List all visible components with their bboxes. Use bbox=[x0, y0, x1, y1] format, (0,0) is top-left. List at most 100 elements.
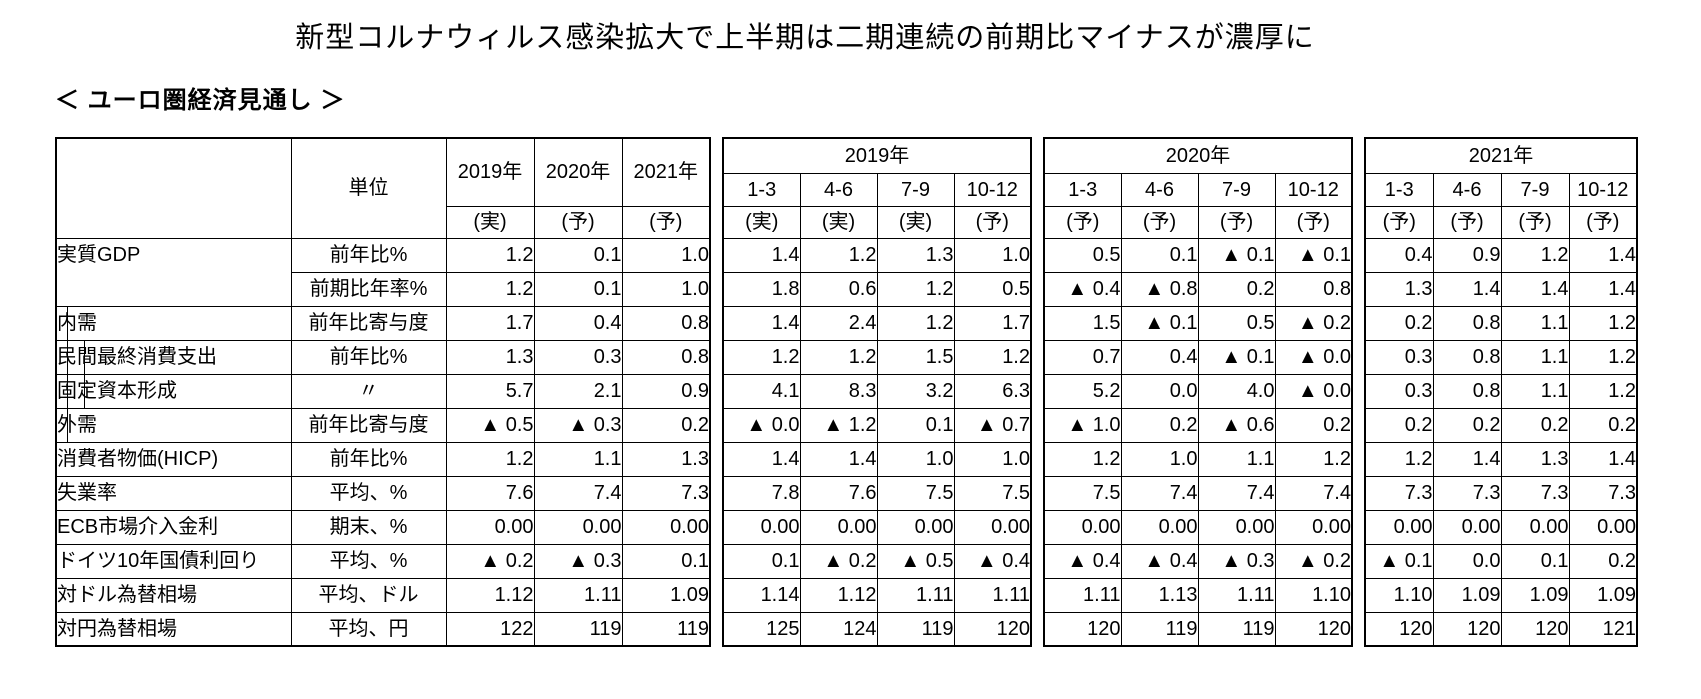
table-row: ▲ 0.1 0.0 0.1 0.2 bbox=[1364, 543, 1638, 579]
table-row: 0.3 0.8 1.1 1.2 bbox=[1364, 373, 1638, 409]
table-row: 前期比年率% 1.2 0.1 1.0 bbox=[56, 271, 711, 307]
table-row: 1.5 ▲ 0.1 0.5 ▲ 0.2 bbox=[1043, 305, 1353, 341]
quarter-header-cell: 10-12 bbox=[953, 172, 1032, 207]
value-cell: 0.0 bbox=[1432, 543, 1502, 579]
value-cell: 0.00 bbox=[876, 509, 955, 545]
value-cell: ▲ 0.8 bbox=[1120, 271, 1199, 307]
value-cell: 1.2 bbox=[876, 271, 955, 307]
table-row: ▲ 1.0 0.2 ▲ 0.6 0.2 bbox=[1043, 407, 1353, 443]
value-cell: 1.12 bbox=[445, 577, 535, 613]
value-cell: 1.1 bbox=[1500, 305, 1570, 341]
value-cell: ▲ 0.5 bbox=[445, 407, 535, 443]
header-row: 2019年 bbox=[722, 137, 1032, 174]
quarter-header-cell: 1-3 bbox=[1043, 172, 1122, 207]
mark-header-cell: (予) bbox=[1432, 205, 1502, 239]
unit-cell: 前期比年率% bbox=[290, 271, 447, 307]
value-cell: 120 bbox=[1432, 611, 1502, 647]
value-cell: 1.3 bbox=[876, 237, 955, 273]
value-cell: 1.0 bbox=[621, 271, 711, 307]
value-cell: 119 bbox=[621, 611, 711, 647]
value-cell: 7.5 bbox=[876, 475, 955, 511]
mark-header-cell: (予) bbox=[1364, 205, 1434, 239]
value-cell: 0.00 bbox=[621, 509, 711, 545]
value-cell: 1.0 bbox=[876, 441, 955, 477]
unit-cell: 前年比寄与度 bbox=[290, 305, 447, 341]
row-label-cell: ECB市場介入金利 bbox=[55, 509, 292, 545]
value-cell: 1.3 bbox=[621, 441, 711, 477]
table-row: ドイツ10年国債利回り 平均、% ▲ 0.2 ▲ 0.3 0.1 bbox=[55, 543, 711, 579]
row-label-cell: 固定資本形成 bbox=[55, 373, 292, 409]
value-cell: 0.00 bbox=[1500, 509, 1570, 545]
table-row: 1.10 1.09 1.09 1.09 bbox=[1364, 577, 1638, 613]
value-cell: 0.0 bbox=[1120, 373, 1199, 409]
value-cell: 0.00 bbox=[953, 509, 1032, 545]
value-cell: ▲ 0.0 bbox=[722, 407, 801, 443]
value-cell: 0.5 bbox=[1197, 305, 1276, 341]
row-label-cell: 内需 bbox=[55, 305, 292, 341]
value-cell: 5.2 bbox=[1043, 373, 1122, 409]
quarter-header-cell: 7-9 bbox=[1197, 172, 1276, 207]
value-cell: 0.8 bbox=[1432, 339, 1502, 375]
value-cell: 1.11 bbox=[1043, 577, 1122, 613]
table-row: 失業率 平均、% 7.6 7.4 7.3 bbox=[55, 475, 711, 511]
page-title: 新型コルナウィルス感染拡大で上半期は二期連続の前期比マイナスが濃厚に bbox=[295, 22, 1315, 54]
value-cell: 0.2 bbox=[1568, 543, 1638, 579]
unit-cell: 前年比% bbox=[290, 339, 447, 375]
value-cell: 1.10 bbox=[1364, 577, 1434, 613]
header-row: (実) (予) (予) bbox=[56, 205, 711, 239]
mark-header-cell: (予) bbox=[1568, 205, 1638, 239]
value-cell: 1.0 bbox=[953, 237, 1032, 273]
value-cell: 125 bbox=[722, 611, 801, 647]
value-cell: 119 bbox=[1197, 611, 1276, 647]
value-cell: 1.13 bbox=[1120, 577, 1199, 613]
row-label-cell: 失業率 bbox=[55, 475, 292, 511]
value-cell: 2.1 bbox=[533, 373, 623, 409]
table-row: 1.2 1.4 1.3 1.4 bbox=[1364, 441, 1638, 477]
value-cell: 119 bbox=[533, 611, 623, 647]
value-cell: 1.7 bbox=[953, 305, 1032, 341]
value-cell: 0.00 bbox=[1120, 509, 1199, 545]
value-cell: 0.1 bbox=[1500, 543, 1570, 579]
table-row: 1.8 0.6 1.2 0.5 bbox=[722, 271, 1032, 307]
year-header-cell: 2020年 bbox=[1043, 137, 1353, 174]
table-row: 0.1 ▲ 0.2 ▲ 0.5 ▲ 0.4 bbox=[722, 543, 1032, 579]
table-row: 対ドル為替相場 平均、ドル 1.12 1.11 1.09 bbox=[55, 577, 711, 613]
value-cell: 0.2 bbox=[1500, 407, 1570, 443]
unit-cell: 平均、ドル bbox=[290, 577, 447, 613]
value-cell: 1.4 bbox=[722, 441, 801, 477]
value-cell: 0.7 bbox=[1043, 339, 1122, 375]
year-header-cell: 2020年 bbox=[533, 137, 623, 207]
table-row: 1.4 2.4 1.2 1.7 bbox=[722, 305, 1032, 341]
row-label-cell: 民間最終消費支出 bbox=[55, 339, 292, 375]
unit-cell: 前年比寄与度 bbox=[290, 407, 447, 443]
unit-header-cell: 単位 bbox=[290, 137, 447, 239]
value-cell: 0.00 bbox=[799, 509, 878, 545]
value-cell: 1.2 bbox=[1568, 373, 1638, 409]
table-row: 0.00 0.00 0.00 0.00 bbox=[722, 509, 1032, 545]
value-cell: 1.1 bbox=[1197, 441, 1276, 477]
value-cell: 0.3 bbox=[533, 339, 623, 375]
table-row: 固定資本形成〃 5.7 2.1 0.9 bbox=[55, 373, 711, 409]
table-row: 1.14 1.12 1.11 1.11 bbox=[722, 577, 1032, 613]
value-cell: 4.1 bbox=[722, 373, 801, 409]
value-cell: 1.2 bbox=[722, 339, 801, 375]
header-row: (予) (予) (予) (予) bbox=[1364, 205, 1638, 239]
value-cell: 0.9 bbox=[621, 373, 711, 409]
mark-header-cell: (予) bbox=[1274, 205, 1353, 239]
value-cell: 1.3 bbox=[1364, 271, 1434, 307]
table-row: 1.11 1.13 1.11 1.10 bbox=[1043, 577, 1353, 613]
forecast-table: 単位 2019年 2020年 2021年 (実) (予) (予) 実質GDP 前年比% 1.2 0.… bbox=[55, 137, 1701, 647]
value-cell: ▲ 1.0 bbox=[1043, 407, 1122, 443]
value-cell: 0.1 bbox=[533, 271, 623, 307]
value-cell: 7.3 bbox=[1568, 475, 1638, 511]
table-row: 1.3 1.4 1.4 1.4 bbox=[1364, 271, 1638, 307]
value-cell: ▲ 0.4 bbox=[1043, 271, 1122, 307]
value-cell: 1.7 bbox=[445, 305, 535, 341]
header-row: 2021年 bbox=[1364, 137, 1638, 174]
value-cell: 1.4 bbox=[1432, 271, 1502, 307]
table-row: 0.00 0.00 0.00 0.00 bbox=[1043, 509, 1353, 545]
header-row: 1-3 4-6 7-9 10-12 bbox=[1043, 172, 1353, 207]
value-cell: 1.14 bbox=[722, 577, 801, 613]
value-cell: ▲ 0.7 bbox=[953, 407, 1032, 443]
mark-header-cell: (実) bbox=[722, 205, 801, 239]
